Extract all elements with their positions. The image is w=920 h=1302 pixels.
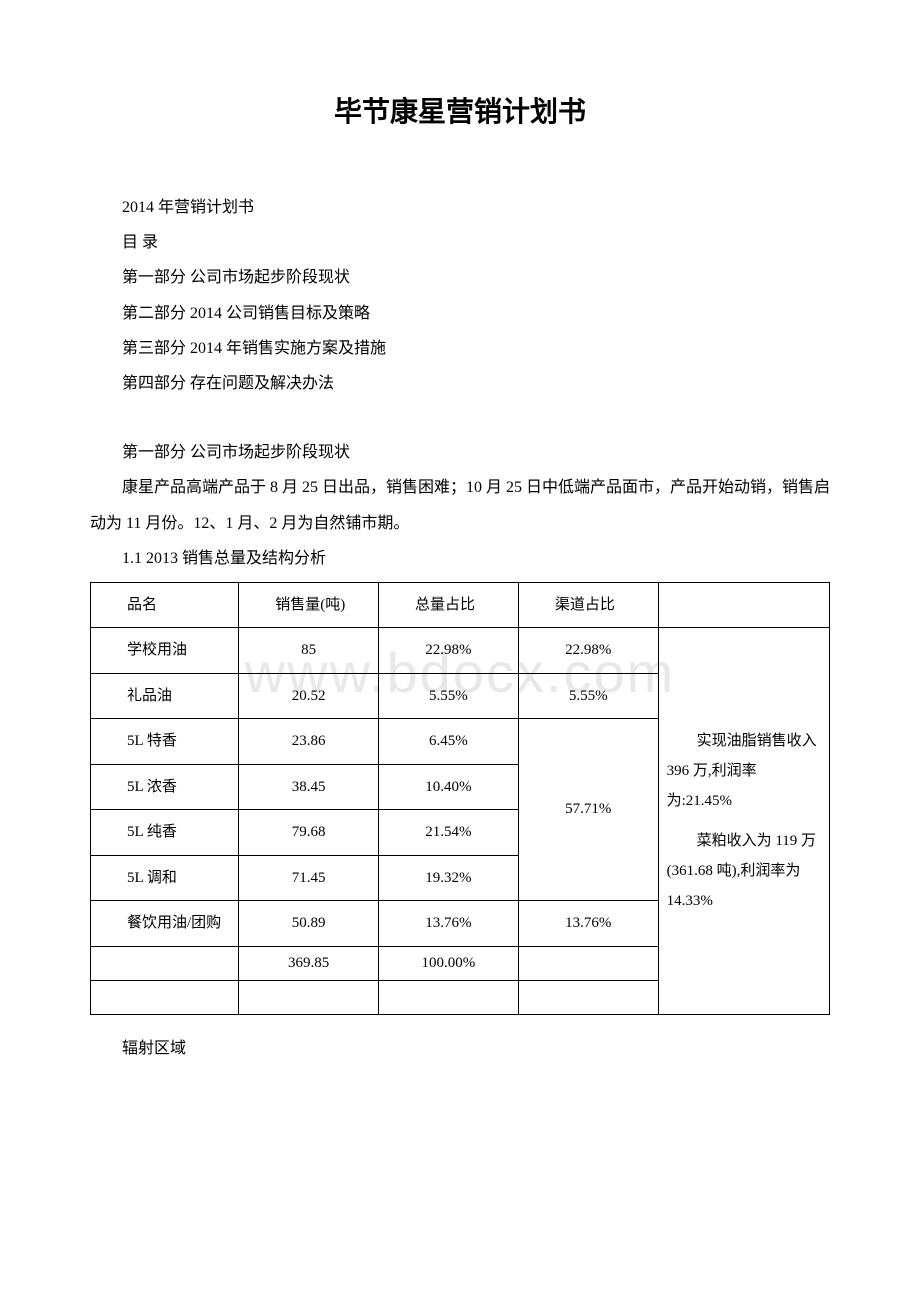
cell-name: 5L 调和 [91,855,239,901]
cell-qty: 71.45 [239,855,379,901]
cell-total: 100.00% [379,946,519,980]
toc-item-3: 第三部分 2014 年销售实施方案及措施 [90,331,830,366]
cell-channel [518,946,658,980]
cell-total: 19.32% [379,855,519,901]
cell-name [91,946,239,980]
paragraph-year: 2014 年营销计划书 [90,190,830,225]
col-header-total: 总量占比 [379,582,519,628]
cell-qty: 369.85 [239,946,379,980]
cell-qty: 23.86 [239,719,379,765]
cell-qty: 79.68 [239,810,379,856]
cell-name: 餐饮用油/团购 [91,901,239,947]
cell-channel: 22.98% [518,628,658,674]
col-header-qty: 销售量(吨) [239,582,379,628]
paragraph-region: 辐射区域 [90,1031,830,1066]
cell-qty: 50.89 [239,901,379,947]
cell-channel-merged: 57.71% [518,719,658,901]
cell-channel: 5.55% [518,673,658,719]
sales-table: 品名 销售量(吨) 总量占比 渠道占比 学校用油 85 22.98% 22.98… [90,582,830,1015]
cell-total: 13.76% [379,901,519,947]
col-header-channel: 渠道占比 [518,582,658,628]
cell-empty [239,980,379,1014]
section-1-body: 康星产品高端产品于 8 月 25 日出品，销售困难；10 月 25 日中低端产品… [90,470,830,540]
cell-name: 礼品油 [91,673,239,719]
summary-cell: 实现油脂销售收入 396 万,利润率为:21.45% 菜粕收入为 119 万(3… [658,628,829,1015]
cell-total: 22.98% [379,628,519,674]
cell-qty: 38.45 [239,764,379,810]
cell-qty: 20.52 [239,673,379,719]
cell-qty: 85 [239,628,379,674]
cell-channel: 13.76% [518,901,658,947]
cell-total: 5.55% [379,673,519,719]
cell-empty [518,980,658,1014]
cell-name: 5L 纯香 [91,810,239,856]
col-header-name: 品名 [91,582,239,628]
document-title: 毕节康星营销计划书 [90,90,830,130]
section-1-heading: 第一部分 公司市场起步阶段现状 [90,435,830,470]
toc-item-4: 第四部分 存在问题及解决办法 [90,366,830,401]
summary-line-1: 实现油脂销售收入 396 万,利润率为:21.45% [667,726,821,816]
section-1-1-heading: 1.1 2013 销售总量及结构分析 [90,541,830,576]
cell-name: 5L 浓香 [91,764,239,810]
summary-line-2: 菜粕收入为 119 万(361.68 吨),利润率为14.33% [667,826,821,916]
toc-item-1: 第一部分 公司市场起步阶段现状 [90,260,830,295]
cell-total: 6.45% [379,719,519,765]
col-header-summary [658,582,829,628]
cell-name: 学校用油 [91,628,239,674]
cell-total: 10.40% [379,764,519,810]
cell-empty [379,980,519,1014]
toc-item-2: 第二部分 2014 公司销售目标及策略 [90,296,830,331]
table-header-row: 品名 销售量(吨) 总量占比 渠道占比 [91,582,830,628]
paragraph-toc-heading: 目 录 [90,225,830,260]
table-row: 学校用油 85 22.98% 22.98% 实现油脂销售收入 396 万,利润率… [91,628,830,674]
cell-name: 5L 特香 [91,719,239,765]
cell-total: 21.54% [379,810,519,856]
cell-empty [91,980,239,1014]
